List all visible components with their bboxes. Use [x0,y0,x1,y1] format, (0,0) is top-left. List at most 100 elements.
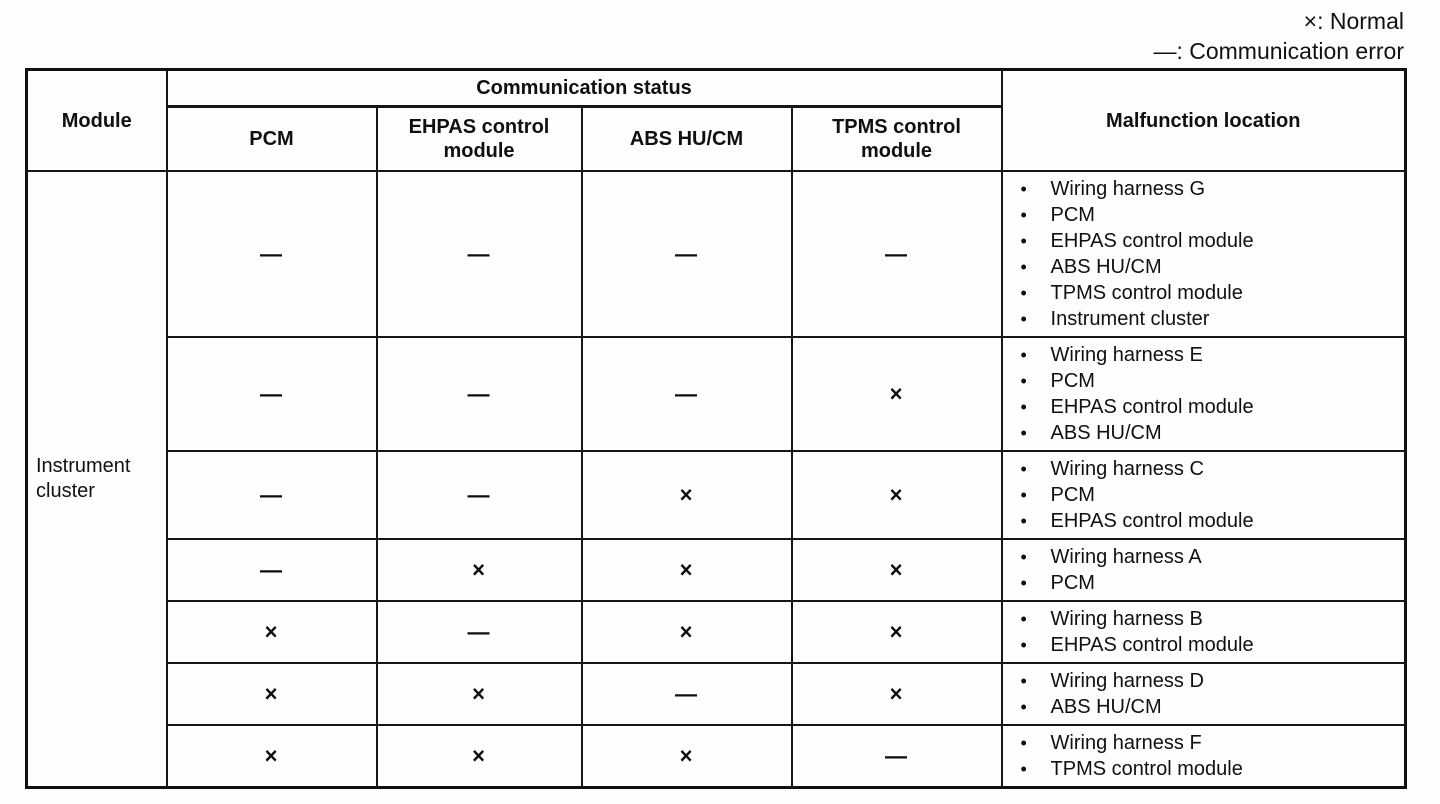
status-normal-cell: × [790,336,1003,452]
bullet-icon: • [1020,609,1027,629]
dash-mark-icon: — [885,742,908,769]
malfunction-location-item: • Wiring harness C [1021,456,1399,482]
bullet-icon: • [1020,205,1027,225]
malfunction-location-text: EHPAS control module [1050,396,1254,418]
status-communication-error-cell: — [375,336,583,452]
table-row: × — × × • Wiring harness B • EHPAS control modu… [27,600,1407,664]
malfunction-location-text: Instrument cluster [1050,308,1210,330]
malfunction-location-item: • EHPAS control module [1021,394,1399,420]
malfunction-location-text: Wiring harness C [1050,458,1204,480]
normal-mark-icon: × [679,742,694,769]
status-normal-cell: × [790,538,1003,602]
status-communication-error-cell: — [375,600,583,664]
status-communication-error-cell: — [580,170,793,338]
bullet-icon: • [1020,547,1027,567]
malfunction-location-item: • ABS HU/CM [1021,254,1399,280]
malfunction-location-text: Wiring harness D [1050,670,1204,692]
bullet-icon: • [1020,397,1027,417]
header-col-tpms: TPMS control module [790,105,1003,172]
malfunction-location-item: • Wiring harness D [1021,668,1399,694]
legend-communication-error: —: Communication error [1153,38,1404,64]
bullet-icon: • [1020,459,1027,479]
dash-mark-icon: — [675,380,698,407]
malfunction-location-text: EHPAS control module [1050,510,1254,532]
normal-mark-icon: × [889,680,904,707]
bullet-icon: • [1020,759,1027,779]
status-normal-cell: × [375,662,583,726]
malfunction-location-item: • Wiring harness A [1021,544,1399,570]
malfunction-location-item: • Wiring harness E [1021,342,1399,368]
malfunction-location-item: • TPMS control module [1021,280,1399,306]
bullet-icon: • [1020,485,1027,505]
dash-mark-icon: — [467,481,491,508]
normal-mark-icon: × [889,380,904,407]
malfunction-location-item: • PCM [1021,570,1399,596]
status-communication-error-cell: — [165,538,378,602]
malfunction-location-item: • PCM [1021,368,1399,394]
header-module: Module [25,68,168,172]
header-row-sub: PCM EHPAS control module ABS HU/CM TPMS … [27,105,1406,172]
malfunction-location-text: Wiring harness B [1050,608,1203,630]
malfunction-location-text: ABS HU/CM [1050,256,1162,278]
dash-mark-icon: — [467,380,491,407]
malfunction-location-item: • EHPAS control module [1021,508,1399,534]
status-communication-error-cell: — [375,170,583,338]
status-normal-cell: × [790,600,1003,664]
malfunction-location-text: PCM [1050,484,1095,506]
malfunction-location-cell: • Wiring harness D • ABS HU/CM [1000,662,1407,726]
malfunction-location-item: • ABS HU/CM [1021,420,1399,446]
bullet-icon: • [1020,257,1027,277]
dash-mark-icon: — [260,481,283,508]
header-col-pcm: PCM [165,105,378,172]
status-communication-error-cell: — [790,724,1003,789]
table-body: Instrument cluster — — — — • Wiring harness G •… [25,170,1407,789]
malfunction-location-item: • Wiring harness B [1021,606,1399,632]
table-row: — — — × • Wiring harness E • PCM • EHPAS control … [27,336,1407,452]
table-row: — × × × • Wiring harness A • PCM [27,538,1407,602]
malfunction-location-cell: • Wiring harness G • PCM • EHPAS control modu… [1000,170,1407,338]
malfunction-location-text: Wiring harness G [1050,178,1206,200]
header-col-ehpas: EHPAS control module [375,105,583,172]
status-normal-cell: × [375,538,583,602]
bullet-icon: • [1020,345,1027,365]
bullet-icon: • [1020,511,1027,531]
malfunction-location-item: • ABS HU/CM [1021,694,1399,720]
malfunction-location-item: • Wiring harness F [1021,730,1399,756]
bullet-icon: • [1020,697,1027,717]
dash-mark-icon: — [260,240,283,267]
dash-mark-icon: — [260,380,283,407]
header-col-abs: ABS HU/CM [580,105,793,172]
dash-mark-icon: — [675,240,698,267]
status-normal-cell: × [580,450,793,540]
malfunction-location-text: Wiring harness F [1050,732,1202,754]
normal-mark-icon: × [679,556,694,583]
status-normal-cell: × [165,662,378,726]
malfunction-location-text: TPMS control module [1050,282,1243,304]
bullet-icon: • [1020,371,1027,391]
status-communication-error-cell: — [790,170,1003,338]
malfunction-location-text: EHPAS control module [1050,230,1254,252]
status-normal-cell: × [375,724,583,789]
header-row-top: Module Communication status Malfunction … [25,68,1407,172]
table-row: × × — × • Wiring harness D • ABS HU/CM [27,662,1407,726]
normal-mark-icon: × [889,618,904,645]
dash-mark-icon: — [885,240,908,267]
status-communication-error-cell: — [165,450,378,540]
status-communication-error-cell: — [580,662,793,726]
normal-mark-icon: × [264,742,279,769]
bullet-icon: • [1020,635,1027,655]
status-normal-cell: × [580,600,793,664]
bullet-icon: • [1020,179,1027,199]
malfunction-location-text: Wiring harness A [1050,546,1202,568]
communication-status-table: Module Communication status Malfunction … [25,68,1408,789]
bullet-icon: • [1020,283,1027,303]
malfunction-location-item: • PCM [1021,482,1399,508]
status-normal-cell: × [580,724,793,789]
legend-normal: ×: Normal [1303,8,1404,34]
status-normal-cell: × [790,450,1003,540]
status-communication-error-cell: — [580,336,793,452]
malfunction-location-text: PCM [1050,370,1095,392]
malfunction-location-text: EHPAS control module [1050,634,1254,656]
bullet-icon: • [1020,733,1027,753]
